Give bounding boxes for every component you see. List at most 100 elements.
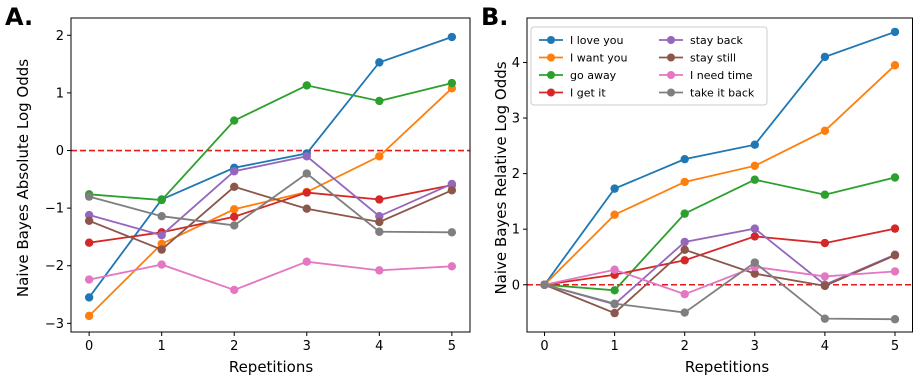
panel-b-point-go-away-3 bbox=[750, 175, 759, 184]
panel-a-series-line-take-it-back bbox=[88, 172, 452, 234]
panel-a-series-line-stay-back bbox=[88, 155, 453, 237]
panel-a-x-tick-label: 3 bbox=[303, 339, 311, 354]
panel-b-x-tick-label: 2 bbox=[681, 339, 689, 354]
panel-a-x-tick-label: 2 bbox=[230, 339, 238, 354]
legend-label-i-get-it: I get it bbox=[570, 87, 606, 100]
panel-b-point-go-away-1 bbox=[610, 286, 619, 295]
panel-a-point-stay-back-5 bbox=[447, 179, 457, 189]
panel-b-point-i-want-you-2 bbox=[680, 177, 689, 187]
panel-a-point-stay-still-0 bbox=[84, 216, 94, 226]
panel-b-x-tick-label: 1 bbox=[610, 339, 618, 354]
panel-a-y-tick-label: 0 bbox=[56, 144, 64, 159]
panel-a-point-i-want-you-2 bbox=[230, 205, 239, 214]
panel-b-y-axis-label: Naive Bayes Relative Log Odds bbox=[492, 61, 510, 294]
panel-a-point-go-away-1 bbox=[157, 195, 166, 205]
panel-a-point-go-away-5 bbox=[447, 78, 457, 88]
panel-b-legend: I love you I want you go away I get it stay … bbox=[530, 26, 768, 106]
panel-b-series-line-take-it-back bbox=[544, 261, 895, 321]
panel-b-point-stay-back-2 bbox=[680, 237, 689, 247]
legend-label-go-away: go away bbox=[570, 69, 617, 82]
legend-swatch-marker-i-get-it bbox=[547, 88, 555, 97]
panel-b-point-i-need-time-5 bbox=[890, 267, 900, 276]
panel-b-point-i-love-you-5 bbox=[890, 27, 900, 37]
panel-b-y-tick-label: 2 bbox=[512, 167, 520, 182]
panel-a-point-take-it-back-1 bbox=[157, 211, 166, 221]
panel-b-letter: B. bbox=[481, 3, 508, 31]
panel-b-series-line-i-want-you bbox=[543, 64, 896, 286]
panel-a-point-i-get-it-4 bbox=[375, 195, 384, 204]
panel-a-point-i-get-it-3 bbox=[302, 188, 311, 197]
panel-b-point-i-need-time-1 bbox=[610, 265, 619, 274]
panel-a-point-i-love-you-5 bbox=[447, 32, 457, 42]
panel-b-point-i-love-you-3 bbox=[750, 140, 759, 149]
legend-label-take-it-back: take it back bbox=[690, 87, 755, 100]
panel-a-point-i-need-time-1 bbox=[157, 260, 166, 269]
legend-swatch-marker-i-need-time bbox=[667, 71, 675, 79]
legend-swatch-marker-stay-back bbox=[667, 36, 675, 44]
panel-a-point-stay-still-4 bbox=[375, 217, 384, 227]
panel-b-point-i-want-you-5 bbox=[890, 61, 900, 70]
panel-a-x-tick-label: 5 bbox=[448, 339, 456, 354]
panel-b-axes-frame bbox=[526, 17, 913, 333]
panel-a-point-take-it-back-2 bbox=[230, 221, 239, 230]
panel-a-point-take-it-back-4 bbox=[375, 227, 384, 236]
panel-b-point-take-it-back-4 bbox=[820, 314, 830, 323]
legend-swatch-marker-take-it-back bbox=[667, 88, 675, 97]
panel-b-point-go-away-4 bbox=[820, 190, 830, 199]
panel-b-point-take-it-back-5 bbox=[890, 315, 900, 324]
legend-box bbox=[530, 26, 768, 106]
panel-a-letter: A. bbox=[5, 3, 33, 31]
panel-a-point-go-away-3 bbox=[302, 81, 311, 90]
legend-label-i-want-you: I want you bbox=[570, 52, 627, 65]
panel-a-axes-frame bbox=[70, 17, 471, 333]
panel-a-point-stay-back-1 bbox=[157, 231, 166, 240]
panel-b-point-i-get-it-5 bbox=[890, 224, 900, 233]
panel-a-point-take-it-back-0 bbox=[84, 192, 94, 201]
panel-a-x-tick-label: 1 bbox=[158, 339, 166, 354]
panel-b-point-stay-back-3 bbox=[750, 224, 759, 233]
panel-a-point-i-want-you-0 bbox=[84, 311, 94, 321]
legend-label-stay-still: stay still bbox=[690, 52, 736, 65]
panel-b-series-line-i-need-time bbox=[544, 266, 896, 296]
panel-b-series-line-i-get-it bbox=[544, 227, 896, 286]
panel-b-point-stay-still-2 bbox=[680, 245, 689, 254]
panel-b-point-i-need-time-4 bbox=[820, 272, 830, 281]
panel-b-point-i-get-it-3 bbox=[750, 232, 759, 241]
panel-a-y-tick-label: 1 bbox=[56, 86, 64, 101]
panel-b-series-line-stay-still bbox=[544, 248, 896, 315]
panel-a-y-tick-label: −1 bbox=[45, 202, 64, 217]
panel-b-point-stay-still-5 bbox=[890, 251, 900, 260]
panel-b-point-stay-still-4 bbox=[820, 281, 830, 291]
panel-b-series-line-go-away bbox=[544, 176, 896, 292]
panel-b-y-tick-label: 0 bbox=[512, 278, 520, 293]
legend-label-i-need-time: I need time bbox=[690, 69, 753, 82]
panel-b-plot-area: 0 1 2 3 4 5 0 1 2 3 4 bbox=[512, 17, 913, 354]
legend-swatch-marker-go-away bbox=[547, 71, 555, 79]
panel-a-point-stay-still-5 bbox=[447, 186, 457, 195]
panel-b-point-i-want-you-1 bbox=[610, 210, 619, 219]
panel-b-point-i-get-it-4 bbox=[820, 238, 830, 248]
panel-b-point-stay-still-1 bbox=[610, 308, 619, 318]
panel-a-point-stay-still-3 bbox=[302, 204, 311, 213]
panel-b-point-i-need-time-2 bbox=[680, 290, 689, 299]
panel-a-point-stay-back-0 bbox=[84, 210, 94, 220]
panel-b-point-i-love-you-4 bbox=[820, 52, 830, 62]
panel-b-x-tick-label: 0 bbox=[540, 339, 548, 354]
panel-b-point-take-it-back-2 bbox=[680, 308, 689, 317]
panel-a-x-tick-label: 4 bbox=[375, 339, 383, 354]
panel-b-x-tick-label: 3 bbox=[751, 339, 759, 354]
panel-a-series-line-i-love-you bbox=[88, 36, 453, 298]
panel-b-y-tick-label: 3 bbox=[512, 112, 520, 127]
panel-a-series-line-i-need-time bbox=[88, 260, 452, 291]
panel-b-y-tick-label: 4 bbox=[512, 56, 520, 71]
panel-a-point-stay-still-2 bbox=[230, 182, 239, 192]
panel-b-point-go-away-2 bbox=[680, 209, 689, 218]
panel-a-x-tick-label: 0 bbox=[85, 339, 93, 354]
panel-a-y-tick-label: −3 bbox=[45, 317, 64, 332]
legend-swatch-marker-i-want-you bbox=[547, 53, 555, 62]
panel-b-point-stay-still-3 bbox=[750, 269, 759, 278]
panel-a-plot-area: 0 1 2 3 4 5 −3 −2 −1 0 1 2 bbox=[45, 17, 471, 354]
panel-b-point-i-want-you-4 bbox=[820, 126, 830, 136]
legend-swatch-marker-i-love-you bbox=[547, 36, 555, 44]
